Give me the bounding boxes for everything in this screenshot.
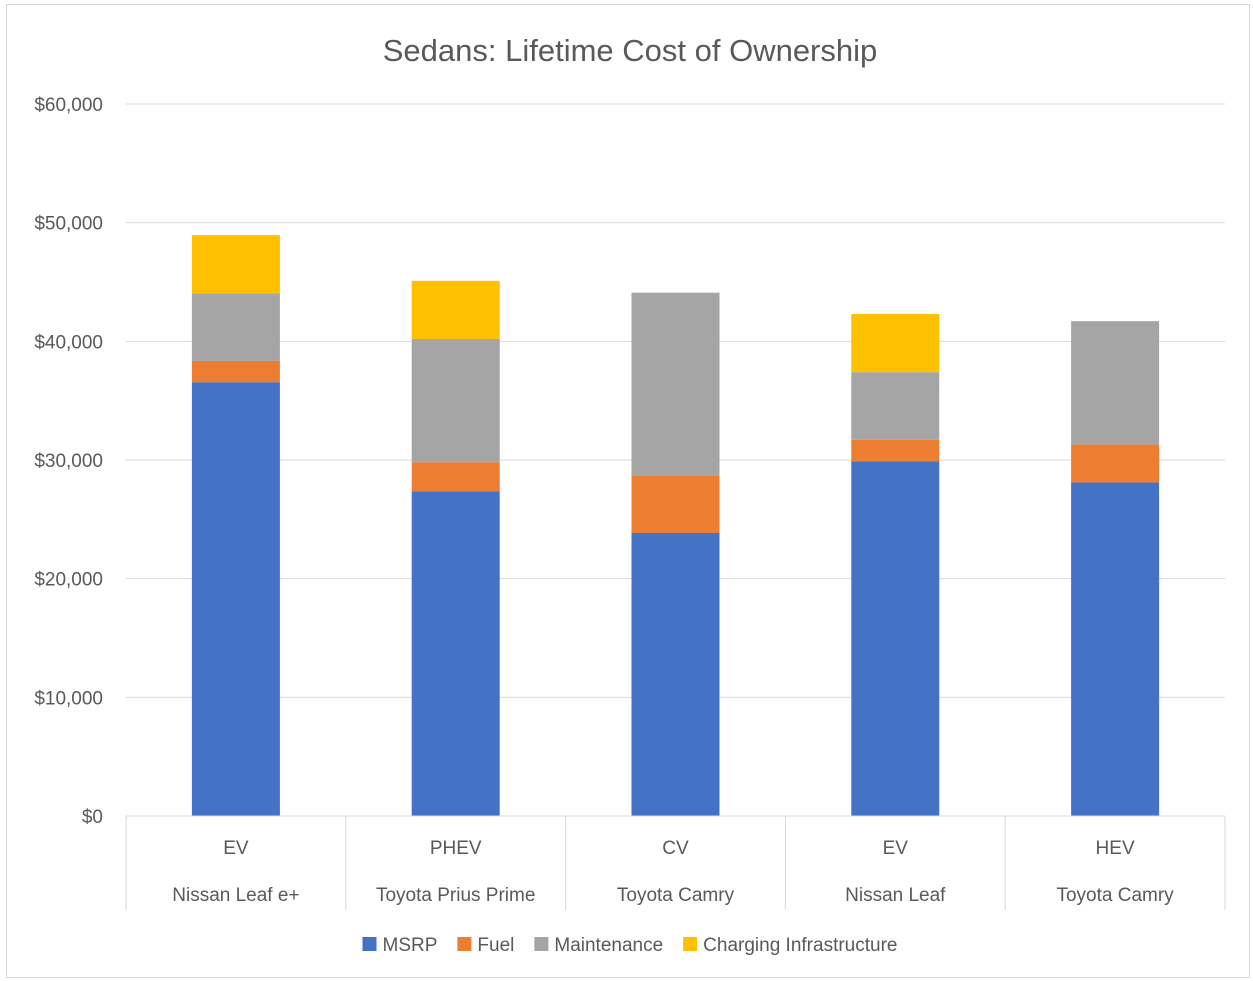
bar-segment-maintenance xyxy=(631,292,720,477)
bar-segment-fuel xyxy=(851,439,940,462)
legend-item-maintenance: Maintenance xyxy=(534,935,663,956)
bar-segment-maintenance xyxy=(191,293,280,361)
legend-label: Maintenance xyxy=(554,935,663,956)
y-tick-label: $20,000 xyxy=(34,570,103,591)
legend-label: MSRP xyxy=(383,935,438,956)
legend-label: Fuel xyxy=(477,935,514,956)
y-tick-label: $0 xyxy=(82,807,103,828)
bar-segment-msrp xyxy=(191,382,280,816)
y-tick-label: $50,000 xyxy=(34,214,103,235)
bar-segment-maintenance xyxy=(851,372,940,440)
bar-segment-msrp xyxy=(631,532,720,816)
x-tick-label-model: Toyota Prius Prime xyxy=(376,885,535,906)
legend-item-msrp: MSRP xyxy=(362,935,438,956)
x-axis: EV Nissan Leaf e+ PHEV Toyota Prius Prime CV… xyxy=(125,815,1226,910)
legend-swatch xyxy=(534,937,549,951)
y-tick-label: $60,000 xyxy=(34,95,103,116)
legend: MSRP Fuel Maintenance Charging Infrastructu… xyxy=(362,935,898,956)
bar-segment-fuel xyxy=(191,360,280,383)
bar-segment-msrp xyxy=(1071,482,1160,816)
x-tick-label-type: CV xyxy=(662,838,689,859)
bar-segment-fuel xyxy=(1071,444,1160,483)
bar-segment-maintenance xyxy=(411,338,500,463)
x-tick-label-model: Toyota Camry xyxy=(617,885,735,906)
legend-swatch xyxy=(683,937,698,951)
bar-segment-charging-infrastructure xyxy=(191,235,280,294)
legend-item-fuel: Fuel xyxy=(457,935,514,956)
chart-title: Sedans: Lifetime Cost of Ownership xyxy=(383,33,878,68)
x-tick-label-model: Nissan Leaf e+ xyxy=(172,885,299,906)
bar-segment-msrp xyxy=(411,491,500,816)
x-tick-label-model: Nissan Leaf xyxy=(845,885,946,906)
legend-swatch xyxy=(362,937,377,951)
legend-swatch xyxy=(457,937,472,951)
y-axis: $0 $10,000 $20,000 $30,000 $40,000 $50,000 $60… xyxy=(34,95,103,828)
x-tick-label-type: EV xyxy=(223,838,249,859)
bar-segment-charging-infrastructure xyxy=(411,280,500,339)
legend-label: Charging Infrastructure xyxy=(703,935,897,956)
x-tick-label-type: PHEV xyxy=(430,838,482,859)
y-tick-label: $30,000 xyxy=(34,451,103,472)
y-tick-label: $10,000 xyxy=(34,688,103,709)
x-tick-label-model: Toyota Camry xyxy=(1056,885,1174,906)
x-tick-label-type: EV xyxy=(883,838,909,859)
bar-segment-fuel xyxy=(631,476,720,533)
y-tick-label: $40,000 xyxy=(34,332,103,353)
x-tick-label-type: HEV xyxy=(1096,838,1135,859)
bar-segment-msrp xyxy=(851,461,940,816)
bar-segment-charging-infrastructure xyxy=(851,314,940,373)
gridlines xyxy=(126,103,1225,698)
bar-segment-fuel xyxy=(411,462,500,492)
bar-segment-maintenance xyxy=(1071,321,1160,445)
legend-item-charging-infrastructure: Charging Infrastructure xyxy=(683,935,898,956)
bars xyxy=(191,235,1160,816)
